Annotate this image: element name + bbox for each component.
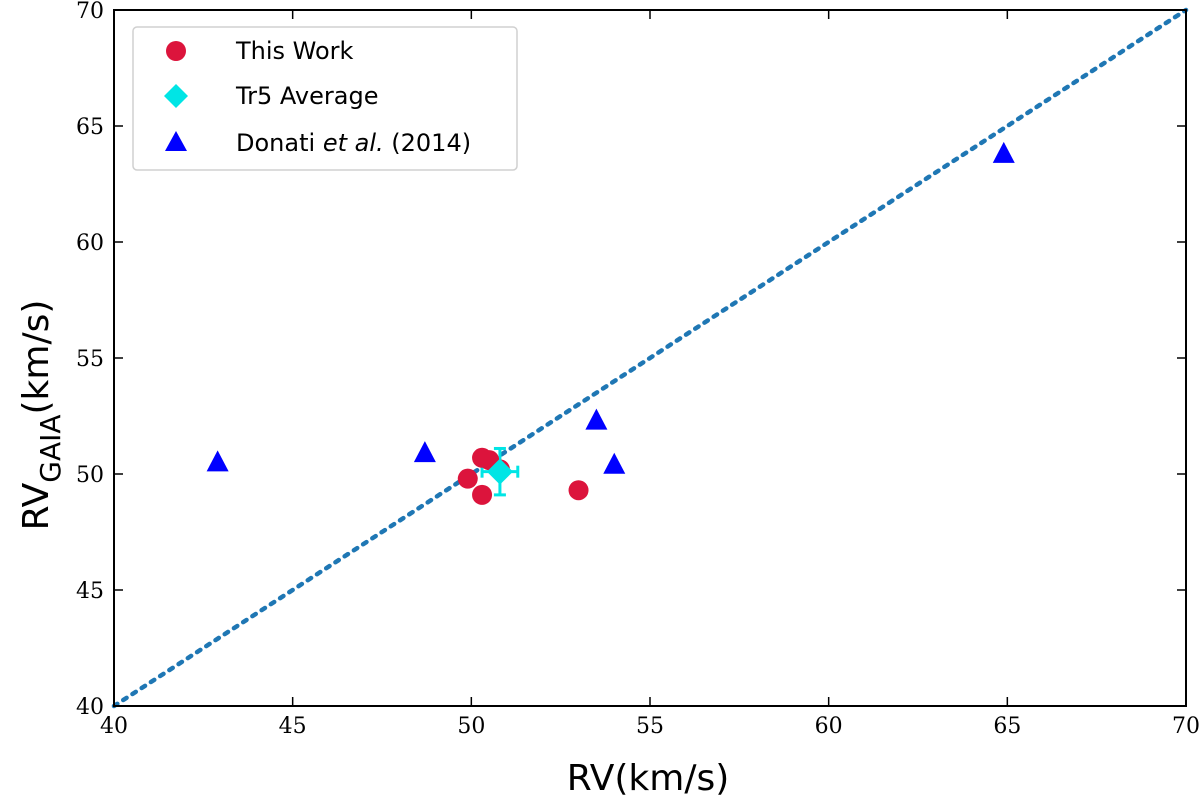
y-axis-title: RVGAIA(km/s) bbox=[16, 300, 67, 531]
point-this-work-3 bbox=[457, 468, 478, 489]
point-this-work-4 bbox=[472, 484, 493, 505]
x-tick-label-50: 50 bbox=[457, 714, 485, 739]
y-tick-label-45: 45 bbox=[76, 579, 104, 604]
point-donati-4 bbox=[992, 141, 1015, 163]
y-axis-title-unit: (km/s) bbox=[16, 300, 57, 415]
x-tick-label-55: 55 bbox=[636, 714, 664, 739]
y-tick-label-65: 65 bbox=[76, 115, 104, 140]
y-tick-label-55: 55 bbox=[76, 347, 104, 372]
legend-label-tr5-average: Tr5 Average bbox=[235, 82, 378, 110]
one-to-one-line bbox=[111, 7, 1189, 709]
legend: This Work Tr5 Average Donati et al. (201… bbox=[132, 26, 518, 171]
point-this-work-5 bbox=[568, 480, 589, 501]
x-axis-title: RV(km/s) bbox=[567, 758, 730, 799]
y-tick-label-60: 60 bbox=[76, 231, 104, 256]
legend-label-donati: Donati et al. (2014) bbox=[236, 129, 471, 157]
y-tick-label-70: 70 bbox=[76, 0, 104, 24]
x-tick-label-40: 40 bbox=[100, 714, 128, 739]
legend-marker-tr5-average bbox=[164, 84, 188, 108]
legend-label-donati-etal: et al. bbox=[323, 129, 384, 157]
point-donati-3 bbox=[603, 452, 626, 474]
legend-label-donati-name: Donati bbox=[236, 129, 315, 157]
x-tick-label-70: 70 bbox=[1172, 714, 1200, 739]
x-tick-label-45: 45 bbox=[279, 714, 307, 739]
legend-label-donati-year: (2014) bbox=[391, 129, 471, 157]
point-donati-0 bbox=[206, 450, 229, 472]
point-donati-2 bbox=[585, 408, 608, 430]
x-tick-label-65: 65 bbox=[993, 714, 1021, 739]
plot-area bbox=[111, 7, 1189, 709]
point-tr5-average-0 bbox=[486, 458, 513, 485]
data-points bbox=[206, 141, 1015, 505]
point-donati-1 bbox=[413, 441, 436, 463]
legend-box bbox=[132, 26, 518, 171]
x-tick-label-60: 60 bbox=[815, 714, 843, 739]
y-axis-title-main: RV bbox=[16, 482, 57, 530]
y-tick-label-50: 50 bbox=[76, 463, 104, 488]
legend-label-this-work: This Work bbox=[235, 37, 354, 65]
legend-marker-donati bbox=[165, 131, 187, 151]
legend-marker-this-work bbox=[166, 41, 186, 61]
y-axis-title-subscript: GAIA bbox=[34, 414, 67, 482]
tick-labels: 40 45 50 55 60 65 70 40 45 50 55 60 65 70 bbox=[76, 0, 1200, 739]
axis-ticks bbox=[113, 9, 1187, 707]
y-tick-label-40: 40 bbox=[76, 695, 104, 720]
